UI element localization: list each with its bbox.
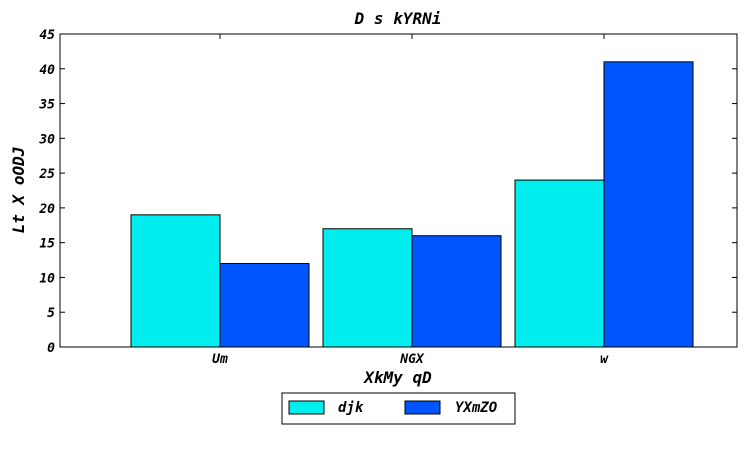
legend-label-djk: djk	[338, 400, 364, 416]
legend-label-YXmZO: YXmZO	[455, 400, 497, 416]
bar-djk-w	[514, 179, 605, 348]
bars-group	[130, 61, 694, 348]
bar-YXmZO-NGX	[411, 235, 502, 348]
x-tick-label: NGX	[399, 352, 425, 367]
x-axis: Um NGX w	[212, 34, 609, 367]
plot-frame	[59, 33, 738, 348]
x-tick-label: w	[600, 352, 609, 367]
bar-djk-NGX	[322, 228, 413, 348]
y-tick-label: 25	[38, 167, 55, 182]
y-tick-label: 5	[47, 306, 55, 321]
x-axis-label: XkMy qD	[362, 368, 432, 387]
bar-djk-Um	[130, 214, 221, 348]
y-axis: 0 5 10 15 20 25 30 35 40 45	[38, 28, 737, 356]
legend-swatch-YXmZO	[404, 400, 441, 415]
y-tick-label: 0	[47, 341, 55, 356]
y-tick-label: 40	[39, 63, 55, 78]
y-axis-label: Lt X oODJ	[9, 146, 28, 233]
y-tick-label: 45	[39, 28, 55, 43]
bar-YXmZO-w	[603, 61, 694, 348]
y-tick-label: 15	[39, 237, 55, 252]
bar-YXmZO-Um	[219, 263, 310, 348]
y-tick-label: 20	[38, 202, 55, 217]
legend: djk YXmZO	[281, 392, 516, 425]
x-tick-label: Um	[212, 352, 228, 367]
chart-title: D s kYRNi	[354, 9, 442, 28]
legend-swatch-djk	[288, 400, 325, 415]
y-tick-label: 30	[38, 132, 55, 147]
y-tick-label: 35	[38, 98, 55, 113]
y-tick-label: 10	[39, 271, 55, 286]
